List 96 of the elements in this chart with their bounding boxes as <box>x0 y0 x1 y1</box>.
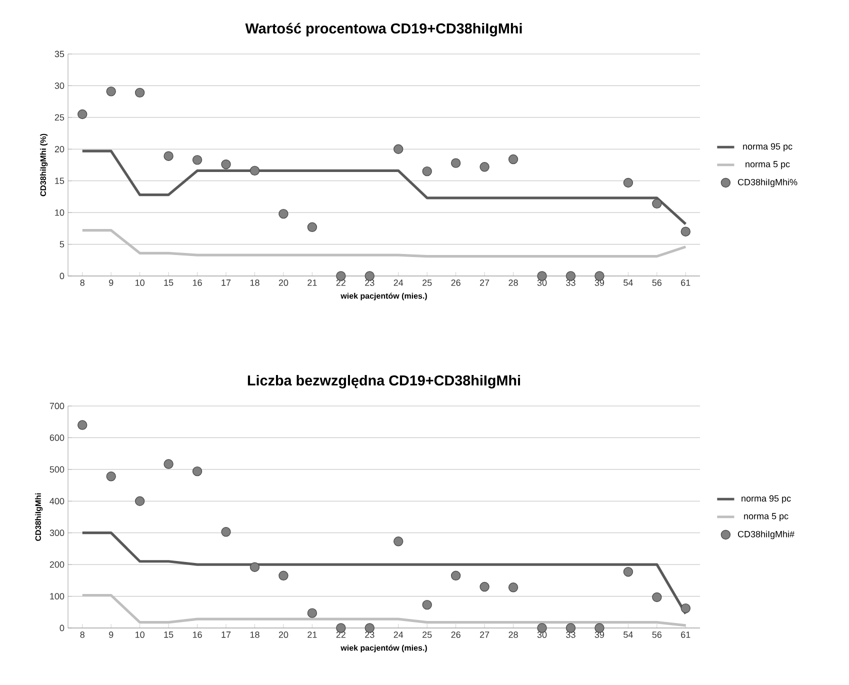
point <box>106 86 116 96</box>
y-tick-label: 35 <box>54 50 64 58</box>
x-tick-label: 25 <box>422 280 432 286</box>
x-tick-label: 26 <box>451 280 460 286</box>
x-tick-label: 61 <box>681 632 690 638</box>
chart-title: Liczba bezwzględna CD19+CD38hiIgMhi <box>248 374 520 388</box>
legend-label: norma 95 pc <box>742 495 791 504</box>
x-tick-label: 15 <box>164 632 174 638</box>
point <box>250 166 260 176</box>
y-tick-label: 5 <box>60 241 64 248</box>
x-axis-title: wiek pacjentów (mies.) <box>340 292 427 300</box>
point <box>480 582 490 592</box>
x-tick-label: 26 <box>451 632 460 638</box>
point <box>78 109 88 120</box>
x-tick-label: 18 <box>250 280 260 286</box>
point <box>250 562 260 572</box>
x-tick-label: 25 <box>422 632 432 638</box>
legend-label: norma 5 pc <box>746 161 790 170</box>
point <box>508 154 518 164</box>
x-axis-title: wiek pacjentów (mies.) <box>340 644 427 652</box>
point <box>450 158 461 168</box>
point <box>164 151 174 161</box>
x-tick-label: 15 <box>164 280 174 286</box>
point <box>134 88 145 98</box>
point <box>422 166 432 176</box>
y-tick-label: 0 <box>60 272 64 280</box>
legend-label: CD38hiIgMhi# <box>738 530 794 540</box>
point <box>652 198 662 209</box>
x-tick-label: 21 <box>308 280 317 286</box>
point <box>623 567 634 577</box>
point <box>422 600 432 610</box>
x-tick-label: 9 <box>109 280 114 286</box>
y-tick-label: 300 <box>50 530 64 536</box>
point <box>192 466 202 476</box>
y-tick-label: 100 <box>50 593 64 600</box>
x-tick-label: 24 <box>394 632 404 638</box>
legend-label: CD38hiIgMhi% <box>738 178 798 188</box>
x-tick-label: 61 <box>681 280 690 286</box>
legend-label: norma 95 pc <box>743 143 792 152</box>
point <box>508 582 518 592</box>
y-tick-label: 0 <box>60 624 64 632</box>
x-tick-label: 8 <box>80 280 84 286</box>
point <box>450 570 461 581</box>
y-tick-label: 30 <box>54 82 64 89</box>
legend-label: norma 5 pc <box>744 513 788 522</box>
x-tick-label: 28 <box>508 632 518 638</box>
x-tick-label: 54 <box>624 632 633 638</box>
point <box>78 420 88 430</box>
x-tick-label: 18 <box>250 632 260 638</box>
point <box>307 222 318 232</box>
x-tick-label: 16 <box>192 632 202 638</box>
x-tick-label: 56 <box>652 280 662 286</box>
x-tick-label: 17 <box>222 632 231 638</box>
x-tick-label: 10 <box>136 632 144 638</box>
point <box>221 160 231 170</box>
y-axis-title: CD38hiIgMhi (%) <box>40 134 48 196</box>
x-tick-label: 8 <box>80 632 84 638</box>
y-tick-label: 500 <box>50 466 64 473</box>
y-tick-label: 200 <box>50 561 64 568</box>
y-axis-title: CD38hiIgMhi <box>35 493 43 541</box>
x-tick-label: 16 <box>192 280 202 286</box>
x-tick-label: 20 <box>278 632 288 638</box>
x-tick-label: 27 <box>480 632 490 638</box>
x-tick-label: 56 <box>652 632 662 638</box>
point <box>652 592 662 602</box>
point <box>680 226 690 236</box>
x-tick-label: 54 <box>624 280 633 286</box>
x-tick-label: 9 <box>109 632 114 638</box>
y-tick-label: 400 <box>50 498 64 504</box>
y-tick-label: 10 <box>55 209 64 216</box>
x-tick-label: 20 <box>278 280 288 286</box>
x-tick-label: 10 <box>136 280 144 286</box>
y-tick-label: 20 <box>54 146 64 152</box>
point <box>134 496 145 506</box>
point <box>278 570 288 581</box>
point <box>623 178 634 188</box>
point <box>192 155 202 165</box>
point <box>307 608 318 618</box>
point <box>278 208 288 219</box>
point <box>680 603 690 614</box>
point <box>394 144 404 154</box>
x-tick-label: 28 <box>508 280 518 286</box>
x-tick-label: 21 <box>308 632 317 638</box>
x-tick-label: 24 <box>394 280 404 286</box>
y-tick-label: 25 <box>54 114 64 121</box>
y-tick-label: 700 <box>50 402 64 410</box>
point <box>480 162 490 172</box>
point <box>221 527 231 537</box>
x-tick-label: 17 <box>222 280 231 286</box>
point <box>106 472 116 482</box>
point <box>164 459 174 469</box>
point <box>394 536 404 546</box>
x-tick-label: 27 <box>480 280 490 286</box>
y-tick-label: 15 <box>55 178 64 184</box>
y-tick-label: 600 <box>50 434 64 441</box>
chart-title: Wartość procentowa CD19+CD38hiIgMhi <box>245 22 522 36</box>
